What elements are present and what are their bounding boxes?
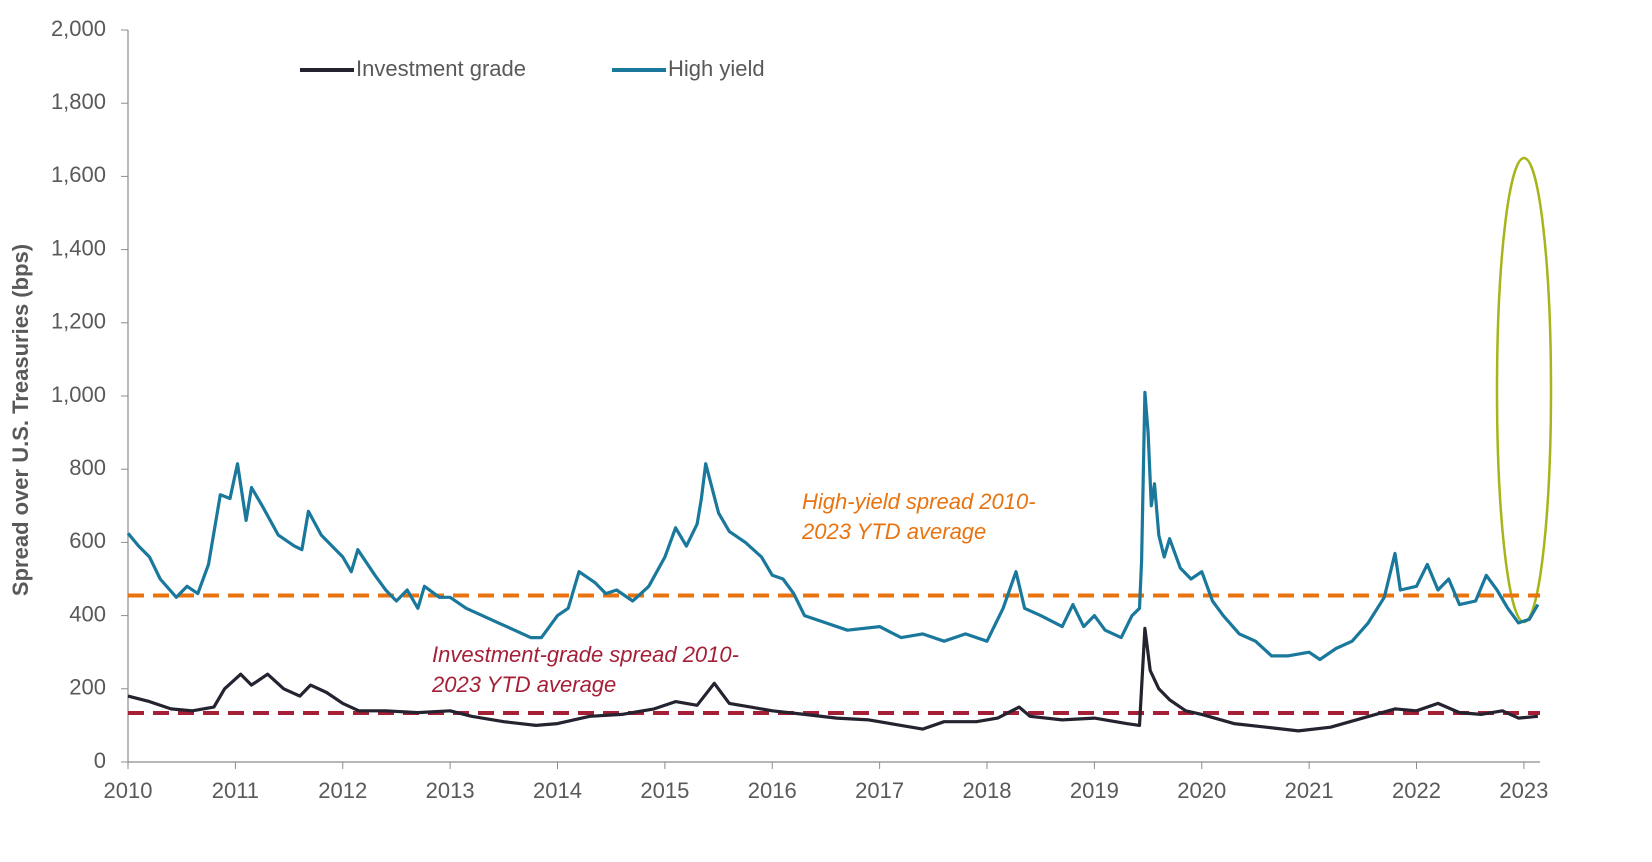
reference-label: 2023 YTD average — [431, 672, 616, 697]
x-tick-label: 2017 — [855, 778, 904, 803]
x-tick-label: 2014 — [533, 778, 582, 803]
series-line — [127, 626, 1539, 733]
x-tick-label: 2021 — [1285, 778, 1334, 803]
x-tick-label: 2013 — [426, 778, 475, 803]
x-tick-label: 2018 — [963, 778, 1012, 803]
legend-label: High yield — [668, 56, 765, 81]
x-tick-label: 2012 — [318, 778, 367, 803]
y-tick-label: 1,600 — [51, 162, 106, 187]
y-tick-label: 1,200 — [51, 309, 106, 334]
y-tick-label: 800 — [69, 455, 106, 480]
y-tick-label: 1,000 — [51, 382, 106, 407]
y-tick-label: 1,400 — [51, 235, 106, 260]
series-line — [126, 390, 1540, 662]
reference-label: 2023 YTD average — [801, 519, 986, 544]
highlight-ellipse — [1495, 156, 1553, 624]
y-axis-label: Spread over U.S. Treasuries (bps) — [8, 244, 33, 596]
reference-label: Investment-grade spread 2010- — [432, 642, 739, 667]
x-tick-label: 2022 — [1392, 778, 1441, 803]
x-tick-label: 2019 — [1070, 778, 1119, 803]
y-tick-label: 1,800 — [51, 89, 106, 114]
x-tick-label: 2011 — [212, 778, 259, 803]
x-tick-label: 2023 — [1499, 778, 1548, 803]
reference-label: High-yield spread 2010- — [802, 489, 1036, 514]
x-tick-label: 2010 — [104, 778, 153, 803]
legend-label: Investment grade — [356, 56, 526, 81]
y-tick-label: 400 — [69, 601, 106, 626]
y-tick-label: 2,000 — [51, 16, 106, 41]
y-tick-label: 0 — [94, 748, 106, 773]
y-tick-label: 200 — [69, 675, 106, 700]
x-tick-label: 2015 — [640, 778, 689, 803]
x-tick-label: 2020 — [1177, 778, 1226, 803]
y-tick-label: 600 — [69, 528, 106, 553]
x-tick-label: 2016 — [748, 778, 797, 803]
